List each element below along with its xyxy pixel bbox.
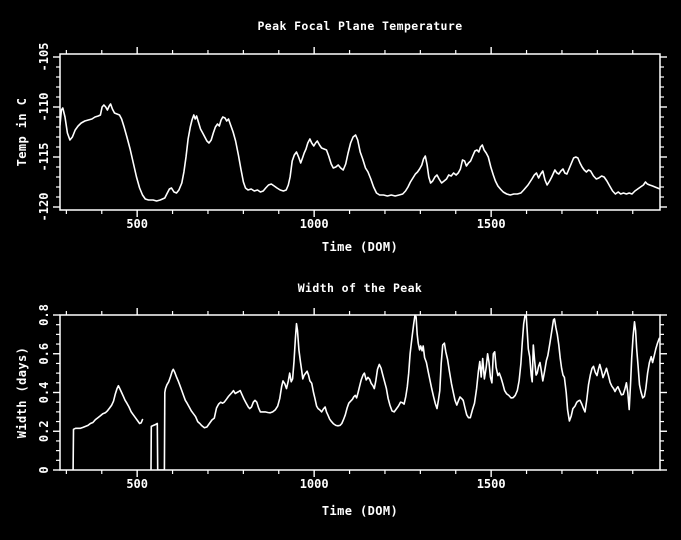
panel-1-y-tick-label: -105 — [37, 43, 51, 72]
panel-2-x-axis-label: Time (DOM) — [322, 504, 398, 518]
panel-1-y-tick-label: -120 — [37, 193, 51, 222]
panel-2-x-tick-label: 1500 — [477, 477, 506, 491]
panel-1-y-axis-label: Temp in C — [15, 98, 29, 167]
panel-1-frame — [59, 53, 661, 211]
panel-2-y-tick-label: 0.8 — [37, 304, 51, 326]
panel-1-x-axis-label: Time (DOM) — [322, 240, 398, 254]
panel-2-y-tick-label: 0.4 — [37, 382, 51, 404]
panel-1-y-tick-label: -115 — [37, 143, 51, 172]
panel-2-x-tick-label: 500 — [126, 477, 148, 491]
panel-1-x-tick-label: 1500 — [477, 217, 506, 231]
panel-1-series-peak-focal-plane-temperature — [60, 103, 660, 202]
panel-1-title: Peak Focal Plane Temperature — [257, 19, 462, 33]
panel-1-x-tick-label: 1000 — [300, 217, 329, 231]
panel-2-frame — [59, 314, 661, 471]
panel-1-x-tick-label: 500 — [126, 217, 148, 231]
panel-2-y-tick-label: 0.2 — [37, 420, 51, 442]
panel-2-x-tick-label: 1000 — [300, 477, 329, 491]
panel-2-series-width-of-the-peak — [72, 315, 660, 470]
panel-2-y-axis-label: Width (days) — [15, 347, 29, 439]
panel-2-title: Width of the Peak — [298, 281, 423, 295]
panel-1-y-tick-label: -110 — [37, 93, 51, 122]
panel-2-y-tick-label: 0 — [37, 466, 51, 473]
panel-2-y-tick-label: 0.6 — [37, 343, 51, 365]
